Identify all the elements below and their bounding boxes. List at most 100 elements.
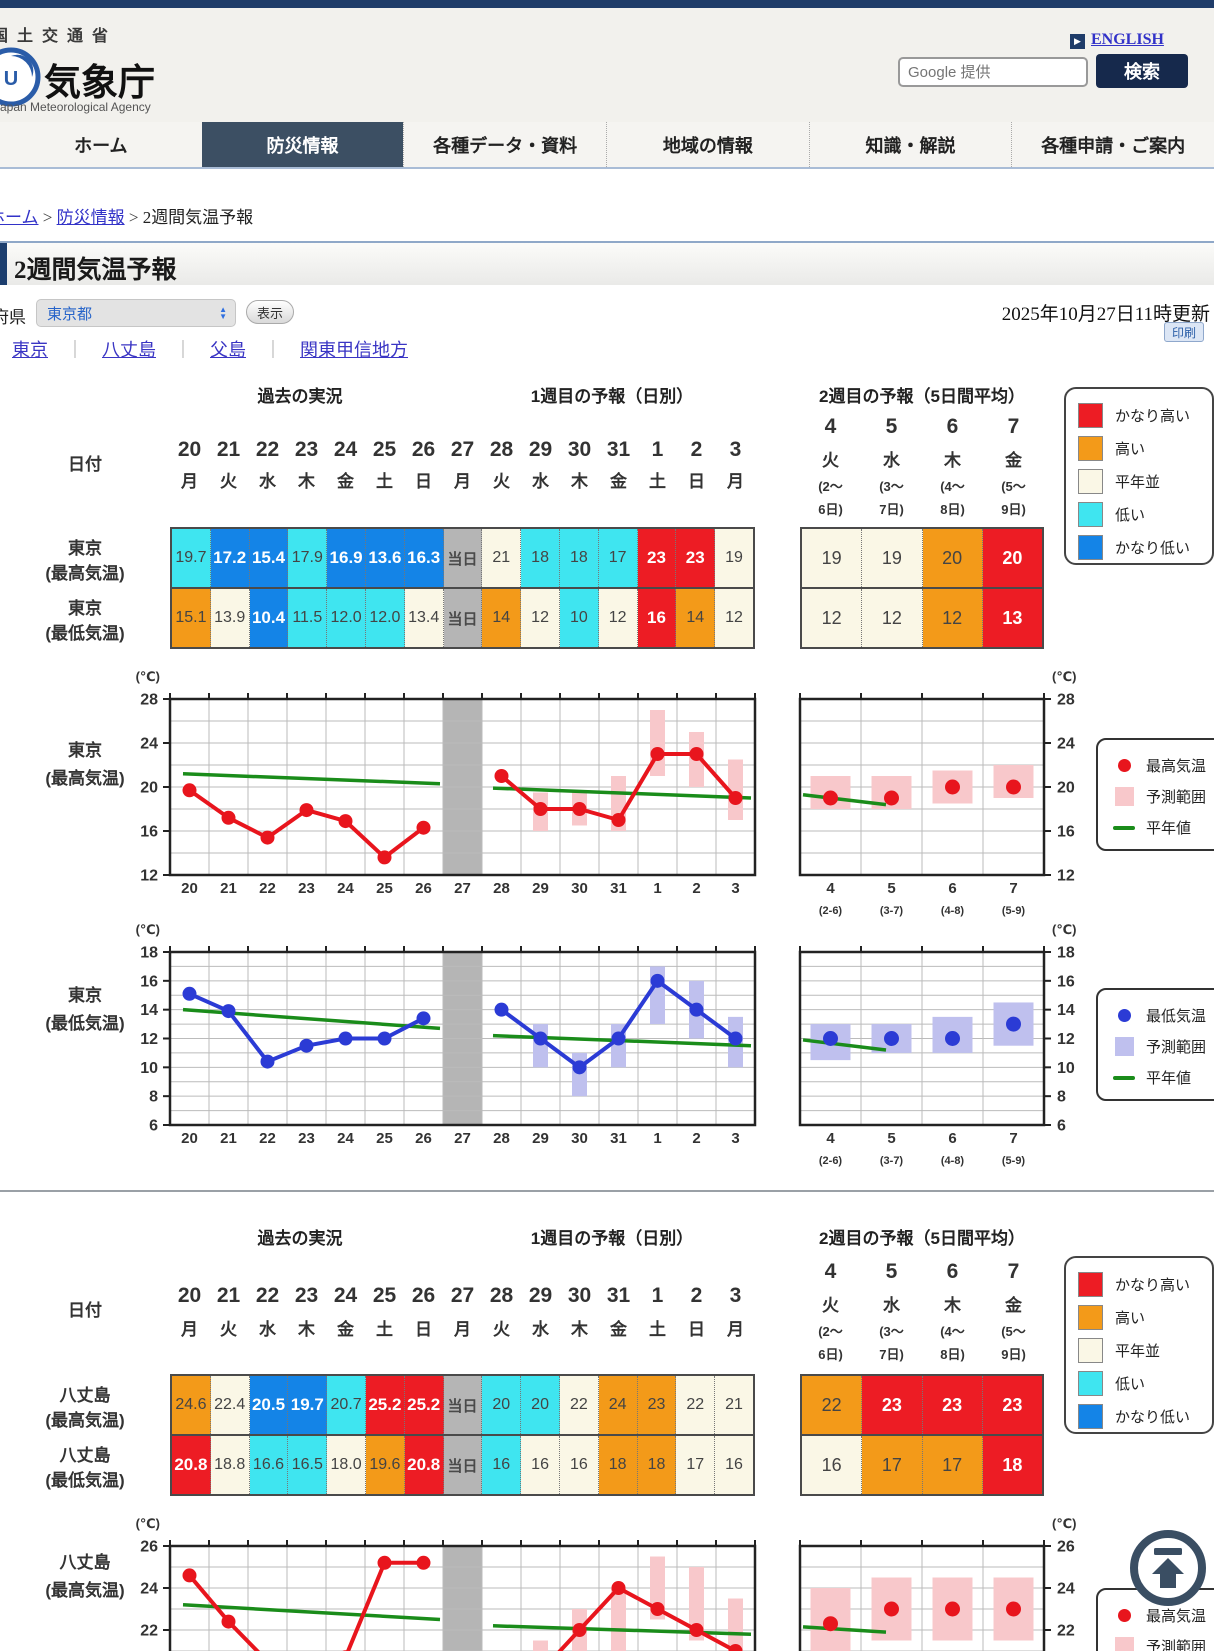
day-number: 31	[606, 438, 631, 461]
day-weekday: 金	[610, 472, 627, 491]
temp-cell: 23	[676, 529, 716, 587]
week2-weekday: 金	[1005, 1296, 1022, 1315]
svg-text:(5-9): (5-9)	[1002, 905, 1026, 917]
up-arrow-icon	[1152, 1558, 1184, 1588]
range-box-icon	[1112, 1637, 1136, 1651]
temp-cell: 10	[559, 589, 599, 647]
temp-cell: 22	[559, 1376, 599, 1434]
series-dot-icon	[1112, 1609, 1136, 1622]
prefecture-select[interactable]: 東京都 ▲ ▼	[36, 299, 236, 327]
day-number: 20	[177, 1284, 202, 1307]
svg-text:28: 28	[493, 880, 510, 897]
week2-weekday: 火	[822, 451, 839, 470]
temp-cell: 10.4	[249, 589, 289, 647]
svg-text:20: 20	[181, 880, 198, 897]
link-separator: ｜	[48, 340, 102, 360]
svg-text:(℃): (℃)	[136, 1516, 160, 1531]
chart-region-label: 東京	[68, 741, 102, 760]
svg-text:(℃): (℃)	[1052, 922, 1076, 937]
svg-text:1: 1	[653, 880, 661, 897]
temp-cell: 17.9	[288, 529, 328, 587]
day-weekday: 土	[376, 472, 393, 491]
chart-legend-label: 予測範囲	[1146, 1639, 1207, 1651]
day-weekday: 日	[688, 1320, 705, 1339]
arrow-bar-icon	[1154, 1548, 1182, 1555]
row-kind-label: (最高気温)	[45, 1411, 125, 1430]
scroll-to-top-button[interactable]	[1126, 1526, 1214, 1614]
week2-weekday: 木	[944, 1296, 961, 1315]
week2-temp-cell: 22	[802, 1376, 863, 1434]
week2-row-strip: 22 23 23 23	[800, 1374, 1044, 1436]
row-region-label: 東京	[68, 599, 102, 618]
legend-item: 低い	[1078, 498, 1212, 531]
nav-item-2[interactable]: 各種データ・資料	[403, 122, 606, 167]
show-button[interactable]: 表示	[246, 300, 294, 324]
svg-text:6: 6	[1057, 1118, 1066, 1135]
svg-text:12: 12	[140, 1031, 158, 1048]
english-arrow-icon: ▶	[1070, 34, 1085, 49]
region-link-東京[interactable]: 東京	[12, 340, 48, 360]
search-input[interactable]	[898, 57, 1088, 87]
svg-text:U: U	[4, 68, 18, 90]
temp-cell: 23	[637, 529, 677, 587]
day-weekday: 月	[181, 472, 198, 491]
region-links: 東京 ｜ 八丈島 ｜ 父島 ｜ 関東甲信地方	[12, 336, 408, 362]
svg-text:8: 8	[149, 1089, 158, 1106]
legend-swatch-high	[1078, 436, 1103, 461]
svg-text:20: 20	[1057, 780, 1075, 797]
week2-range-line2: 7日)	[879, 502, 904, 517]
week2-temp-cell: 23	[922, 1376, 983, 1434]
breadcrumb-link[interactable]: ホーム	[0, 208, 39, 227]
nav-item-1[interactable]: 防災情報	[201, 122, 404, 167]
legend-item: 高い	[1078, 432, 1212, 465]
temp-cell: 12	[598, 589, 638, 647]
day-number: 2	[690, 1284, 703, 1307]
temp-cell: 25.2	[365, 1376, 405, 1434]
svg-text:25: 25	[376, 880, 393, 897]
nav-item-0[interactable]: ホーム	[74, 135, 128, 156]
svg-text:10: 10	[1057, 1060, 1075, 1077]
week2-range-line1: (4～	[940, 1324, 965, 1339]
svg-text:4: 4	[826, 1130, 835, 1147]
svg-text:21: 21	[220, 1130, 237, 1147]
legend-label: 平年並	[1115, 474, 1161, 491]
region-link-八丈島[interactable]: 八丈島	[102, 340, 156, 360]
legend-swatch-low	[1078, 502, 1103, 527]
temp-cell: 19.6	[365, 1436, 405, 1494]
normal-line-icon	[1112, 825, 1136, 830]
region-link-父島[interactable]: 父島	[210, 340, 246, 360]
breadcrumb-link[interactable]: 防災情報	[56, 208, 125, 227]
series-dot-icon	[1112, 1009, 1136, 1022]
print-button[interactable]: 印刷	[1164, 322, 1204, 342]
series-dot-icon	[1112, 759, 1136, 772]
legend-item: 平年並	[1078, 1334, 1212, 1367]
nav-item-3[interactable]: 地域の情報	[606, 122, 809, 167]
temp-cell: 13.9	[210, 589, 250, 647]
temp-cell: 当日	[443, 589, 483, 647]
nav-item-4[interactable]: 知識・解説	[808, 122, 1012, 167]
day-weekday: 水	[532, 472, 549, 491]
chart-legend-label: 予測範囲	[1146, 789, 1207, 806]
temp-row-strip: 15.1 13.9 10.4 11.5 12.0 12.0 13.4 当日 14 12 10 12 16…	[170, 587, 755, 649]
search-button[interactable]: 検索	[1096, 54, 1188, 88]
temp-cell: 18	[637, 1436, 677, 1494]
chart-legend-item: 最低気温	[1112, 1000, 1214, 1031]
nav-item-5[interactable]: 各種申請・ご案内	[1011, 122, 1214, 167]
title-accent	[0, 243, 7, 285]
region-link-関東甲信地方[interactable]: 関東甲信地方	[300, 340, 408, 360]
legend-item: かなり高い	[1078, 399, 1212, 432]
week2-range-line2: 6日)	[818, 1347, 843, 1362]
temp-cell: 22	[676, 1376, 716, 1434]
chart-kind-label: (最高気温)	[45, 769, 125, 788]
row-kind-label: (最高気温)	[45, 564, 125, 583]
legend-label: 平年並	[1115, 1343, 1161, 1360]
chart-legend-label: 予測範囲	[1146, 1039, 1207, 1056]
svg-text:(℃): (℃)	[136, 922, 160, 937]
day-weekday: 土	[376, 1320, 393, 1339]
week2-range-line2: 8日)	[940, 1347, 965, 1362]
english-link[interactable]: ENGLISH	[1091, 31, 1164, 48]
chart-legend-item: 予測範囲	[1112, 781, 1214, 812]
prefecture-label: 府県	[0, 308, 26, 327]
temp-cell: 18	[598, 1436, 638, 1494]
